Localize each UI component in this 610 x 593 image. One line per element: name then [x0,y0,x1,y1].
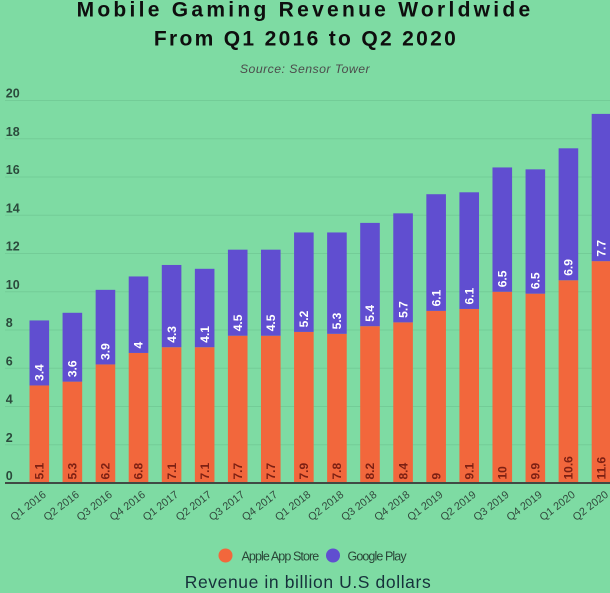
svg-text:Revenue in billion U.S dollars: Revenue in billion U.S dollars [185,572,432,592]
svg-text:4.1: 4.1 [198,326,212,343]
svg-text:10: 10 [495,466,509,480]
svg-text:4.5: 4.5 [231,314,245,331]
svg-text:6.1: 6.1 [429,289,443,306]
svg-text:5.3: 5.3 [330,312,344,329]
svg-text:11.6: 11.6 [595,456,609,479]
svg-text:6.5: 6.5 [495,270,509,287]
svg-text:6.8: 6.8 [132,462,146,479]
svg-text:8: 8 [6,316,13,330]
svg-text:6.9: 6.9 [562,259,576,276]
svg-text:10.6: 10.6 [562,456,576,480]
svg-text:3.4: 3.4 [33,364,47,381]
svg-text:8.2: 8.2 [363,462,377,479]
svg-text:12: 12 [6,240,20,254]
svg-text:2: 2 [6,431,13,445]
svg-text:16: 16 [6,163,20,177]
svg-text:9.9: 9.9 [529,462,543,479]
svg-text:20: 20 [6,87,20,101]
svg-text:7.7: 7.7 [264,462,278,479]
svg-text:5.4: 5.4 [363,305,377,322]
svg-text:6.5: 6.5 [529,272,543,289]
svg-text:7.1: 7.1 [198,462,212,479]
svg-text:3.6: 3.6 [66,360,80,377]
svg-text:4.3: 4.3 [165,326,179,343]
svg-text:0: 0 [6,469,13,483]
svg-text:18: 18 [6,125,20,139]
svg-text:5.7: 5.7 [396,301,410,318]
svg-text:8.4: 8.4 [396,462,410,479]
svg-text:From Q1 2016 to Q2 2020: From Q1 2016 to Q2 2020 [154,28,458,51]
svg-text:9: 9 [429,473,443,480]
svg-text:7.1: 7.1 [165,462,179,479]
svg-text:Mobile Gaming Revenue Worldwid: Mobile Gaming Revenue Worldwide [77,0,534,22]
svg-text:Source: Sensor Tower: Source: Sensor Tower [240,62,371,76]
svg-text:5.2: 5.2 [297,310,311,327]
svg-text:7.8: 7.8 [330,462,344,479]
svg-text:9.1: 9.1 [462,462,476,479]
svg-text:Apple App Store: Apple App Store [242,550,320,564]
svg-text:6: 6 [6,354,13,368]
svg-text:7.7: 7.7 [231,462,245,479]
svg-text:4: 4 [132,341,146,348]
svg-text:4.5: 4.5 [264,314,278,331]
svg-text:3.9: 3.9 [99,343,113,360]
svg-text:Google Play: Google Play [348,550,408,564]
svg-text:6.1: 6.1 [462,287,476,304]
svg-text:4: 4 [6,393,13,407]
svg-text:5.1: 5.1 [33,462,47,479]
svg-text:5.3: 5.3 [66,462,80,479]
svg-text:10: 10 [6,278,20,292]
svg-text:7.9: 7.9 [297,462,311,479]
svg-text:6.2: 6.2 [99,462,113,479]
svg-text:7.7: 7.7 [595,240,609,257]
svg-text:14: 14 [6,201,20,215]
